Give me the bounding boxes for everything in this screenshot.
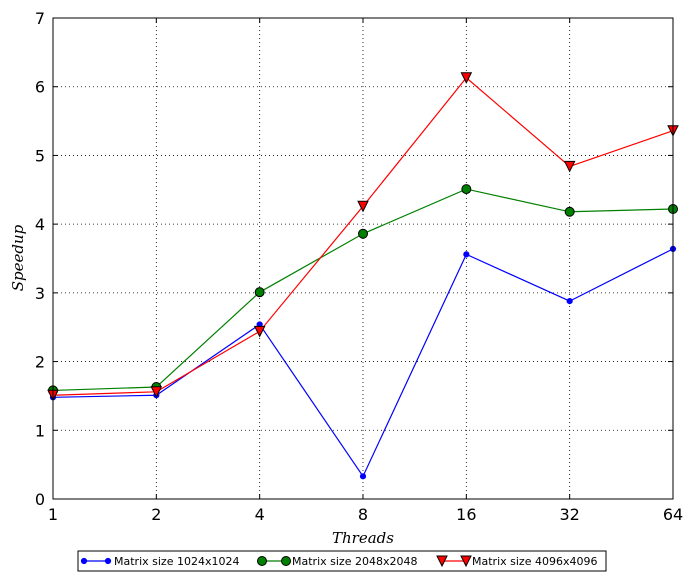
y-tick-label: 5 <box>35 146 45 165</box>
series-3-point <box>563 160 576 173</box>
legend-marker-1 <box>80 557 88 565</box>
series-2-point <box>254 287 265 298</box>
y-tick-label: 0 <box>35 490 45 509</box>
y-tick-labels: 0 1 2 3 4 5 6 7 <box>35 9 45 509</box>
axis-ticks <box>52 17 674 500</box>
series-1-point <box>359 473 367 480</box>
y-tick-label: 3 <box>35 284 45 303</box>
legend: Matrix size 1024x1024 Matrix size 2048x20… <box>77 550 607 572</box>
y-tick-label: 7 <box>35 9 45 28</box>
x-axis-title: Threads <box>332 529 394 547</box>
y-tick-label: 1 <box>35 421 45 440</box>
legend-marker-3 <box>436 555 448 568</box>
legend-label-3: Matrix size 4096x4096 <box>472 555 597 568</box>
x-tick-label: 8 <box>358 505 368 524</box>
legend-marker-2 <box>257 556 267 566</box>
series-line-2 <box>52 188 674 392</box>
x-tick-label: 16 <box>456 505 476 524</box>
series-2-point <box>358 228 368 239</box>
y-axis-title: Speedup <box>9 224 27 291</box>
legend-marker-3 <box>460 555 472 568</box>
series-3-point <box>253 325 266 338</box>
y-tick-label: 4 <box>35 215 45 234</box>
x-tick-label: 32 <box>559 505 579 524</box>
grid-lines <box>53 18 673 499</box>
series-lines <box>52 76 674 478</box>
series-3-point <box>460 72 473 84</box>
x-tick-label: 1 <box>48 505 58 524</box>
series-2-point <box>461 184 472 195</box>
x-tick-label: 2 <box>151 505 161 524</box>
y-tick-label: 6 <box>35 78 45 97</box>
x-tick-label: 64 <box>663 505 683 524</box>
legend-label-2: Matrix size 2048x2048 <box>292 555 417 568</box>
series-2-point <box>564 206 575 217</box>
legend-marker-1 <box>104 557 112 565</box>
legend-box <box>77 550 607 572</box>
series-3-point <box>150 386 163 398</box>
series-1-point <box>566 298 573 305</box>
x-tick-label: 4 <box>255 505 265 524</box>
legend-label-1: Matrix size 1024x1024 <box>114 555 239 568</box>
legend-marker-2 <box>281 556 291 566</box>
x-tick-labels: 1 2 4 8 16 32 64 <box>48 505 683 524</box>
y-tick-label: 2 <box>35 353 45 372</box>
series-1-point <box>463 251 470 258</box>
series-3-point <box>357 200 369 213</box>
